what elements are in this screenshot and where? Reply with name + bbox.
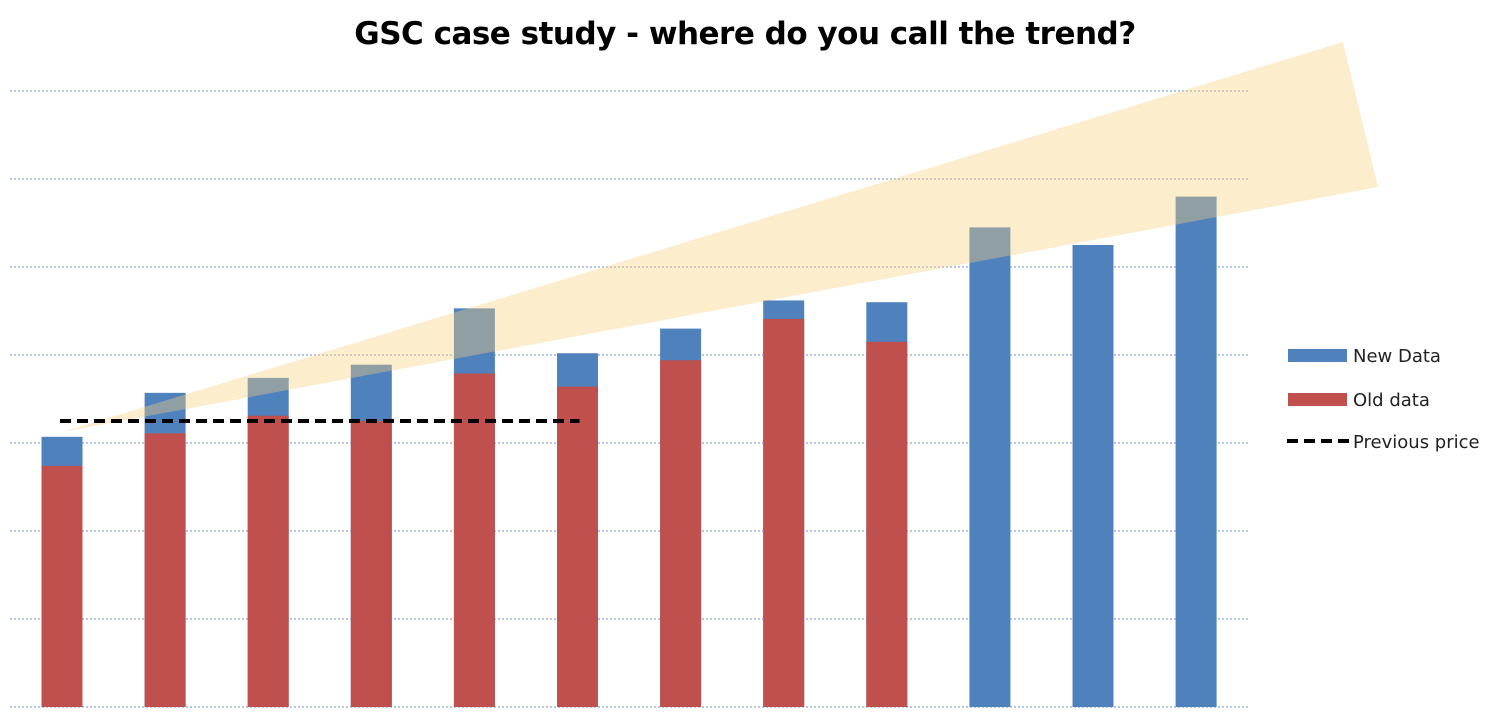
bar-old-data-1 [41,465,83,707]
bar-new-data-10 [969,227,1011,707]
legend-label-new-data: New Data [1353,346,1441,367]
trend-wedge [62,42,1378,432]
bar-old-data-9 [866,341,908,707]
bar-new-data-12 [1175,196,1217,707]
legend: New Data Old data Previous price [1287,346,1480,453]
bar-old-data-3 [247,415,289,707]
chart-title: GSC case study - where do you call the t… [354,16,1136,52]
bar-old-data-6 [557,386,598,707]
legend-label-previous-price: Previous price [1353,432,1480,453]
bar-old-data-7 [660,360,702,707]
legend-label-old-data: Old data [1353,390,1430,411]
bar-old-data-8 [763,318,805,707]
bar-new-data-11 [1072,245,1114,707]
bar-old-data-2 [144,433,186,707]
bar-old-data-4 [350,421,392,707]
legend-swatch-old-data [1288,393,1347,406]
bar-old-data-5 [453,373,495,707]
legend-swatch-new-data [1288,349,1347,362]
